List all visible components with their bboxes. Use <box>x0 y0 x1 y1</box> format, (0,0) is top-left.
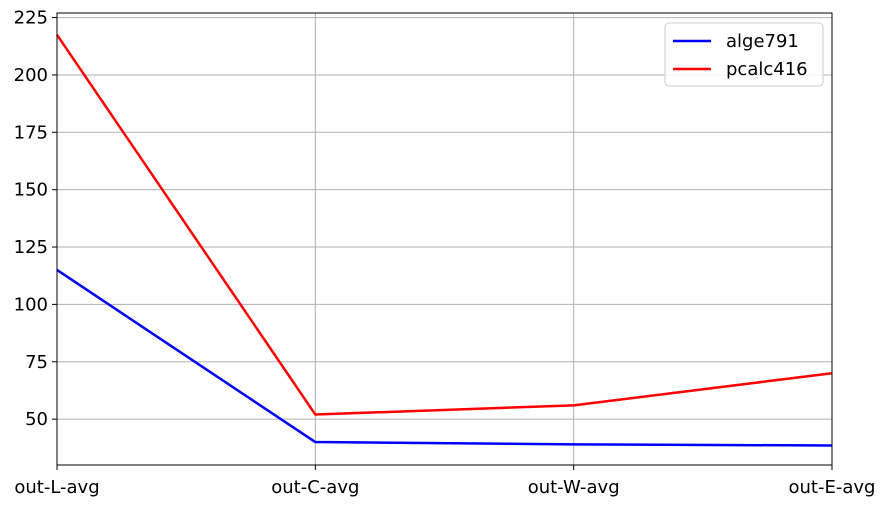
y-tick-label: 175 <box>14 122 48 143</box>
x-axis-ticks: out-L-avg out-C-avg out-W-avg out-E-avg <box>14 465 875 498</box>
x-tick-label: out-E-avg <box>789 477 876 498</box>
legend-label: pcalc416 <box>726 59 808 80</box>
y-tick-label: 125 <box>14 237 48 258</box>
y-tick-label: 200 <box>14 65 48 86</box>
x-tick-label: out-C-avg <box>271 477 359 498</box>
plot-frame <box>56 12 833 466</box>
y-axis-ticks: 50 75 100 125 150 175 200 225 <box>14 8 57 430</box>
x-tick-label: out-L-avg <box>14 477 99 498</box>
series-line-pcalc416 <box>55 34 833 416</box>
y-tick-label: 150 <box>14 180 48 201</box>
legend-label: alge791 <box>726 31 799 52</box>
series-lines <box>55 34 833 447</box>
y-tick-label: 225 <box>14 8 48 29</box>
series-line-alge791 <box>56 268 833 447</box>
y-tick-label: 100 <box>14 294 48 315</box>
legend: alge791 pcalc416 <box>664 22 824 87</box>
x-tick-label: out-W-avg <box>528 477 620 498</box>
y-tick-label: 50 <box>25 409 48 430</box>
y-tick-label: 75 <box>25 352 48 373</box>
